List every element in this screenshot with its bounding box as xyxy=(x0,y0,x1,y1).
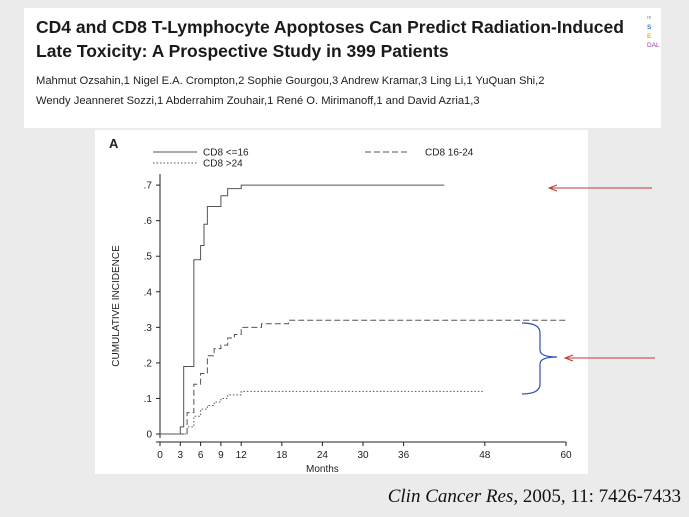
x-tick-label: 3 xyxy=(178,450,184,461)
chart-axes: 0.1.2.3.4.5.6.70 3 6 9 12 18 24 30 36 48 60 xyxy=(144,174,572,461)
chart-svg: A CD8 <=16 CD8 16-24 CD8 >24 0 .1 .2 .3 .4 .5 .6… xyxy=(109,136,572,474)
series-line-3 xyxy=(160,390,485,435)
y-axis-label: CUMULATIVE INCIDENCE xyxy=(111,245,122,367)
paper-authors: Mahmut Ozsahin,1 Nigel E.A. Crompton,2 S… xyxy=(36,71,651,111)
chart-series-layer xyxy=(160,184,566,435)
y-tick-label: .4 xyxy=(144,287,153,298)
citation-details: , 2005, 11: 7426-7433 xyxy=(513,486,681,507)
y-tick-label: .5 xyxy=(144,252,153,263)
paper-title: CD4 and CD8 T-Lymphocyte Apoptoses Can P… xyxy=(36,17,624,61)
arrow-bottom xyxy=(563,354,655,362)
y-tick-label: .7 xyxy=(144,181,153,192)
y-tick-label: .1 xyxy=(144,394,153,405)
x-tick-label: 30 xyxy=(357,450,369,461)
paper-header-card: CD4 and CD8 T-Lymphocyte Apoptoses Can P… xyxy=(24,8,661,128)
y-tick-label: .3 xyxy=(144,323,153,334)
x-tick-label: 12 xyxy=(236,450,248,461)
legend-label-2: CD8 16-24 xyxy=(425,148,474,159)
panel-label: A xyxy=(109,136,119,151)
x-tick-label: 18 xyxy=(276,450,288,461)
curly-bracket-icon xyxy=(521,322,558,395)
x-tick-label: 6 xyxy=(198,450,204,461)
arrow-bottom-head xyxy=(563,354,574,362)
x-tick-label: 9 xyxy=(218,450,224,461)
x-axis-label: Months xyxy=(306,464,339,474)
legend-label-3: CD8 >24 xyxy=(203,159,243,170)
citation-journal: Clin Cancer Res xyxy=(387,486,514,507)
y-tick-label: .2 xyxy=(144,358,153,369)
chart-legend: CD8 <=16 CD8 16-24 CD8 >24 xyxy=(153,148,474,170)
logo-fragment-2: S xyxy=(647,24,652,31)
y-tick-label: .6 xyxy=(144,216,153,227)
incidence-chart: A CD8 <=16 CD8 16-24 CD8 >24 0 .1 .2 .3 .4 .5 .6… xyxy=(95,130,588,474)
series-line-1 xyxy=(160,184,445,435)
authors-line-2: Wendy Jeanneret Sozzi,1 Abderrahim Zouha… xyxy=(36,95,480,107)
logo-fragment-4: DAL xyxy=(647,42,660,49)
x-tick-label: 0 xyxy=(157,450,163,461)
x-tick-label: 60 xyxy=(560,450,572,461)
y-tick-label: 0 xyxy=(146,430,152,441)
x-tick-label: 24 xyxy=(317,450,329,461)
authors-line-1: Mahmut Ozsahin,1 Nigel E.A. Crompton,2 S… xyxy=(36,75,545,87)
logo-fragment-3: E xyxy=(647,33,652,40)
citation: Clin Cancer Res, 2005, 11: 7426-7433 xyxy=(388,486,681,508)
legend-label-1: CD8 <=16 xyxy=(203,148,249,159)
partial-logo: re S E DAL xyxy=(647,14,661,74)
arrow-top-head xyxy=(547,184,558,192)
logo-fragment-1: re xyxy=(647,15,652,21)
arrow-top xyxy=(547,184,652,192)
x-tick-label: 48 xyxy=(479,450,491,461)
series-line-2 xyxy=(160,319,566,435)
x-tick-label: 36 xyxy=(398,450,410,461)
